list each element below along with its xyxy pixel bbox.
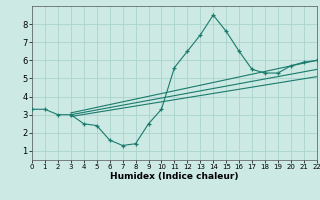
- X-axis label: Humidex (Indice chaleur): Humidex (Indice chaleur): [110, 172, 239, 181]
